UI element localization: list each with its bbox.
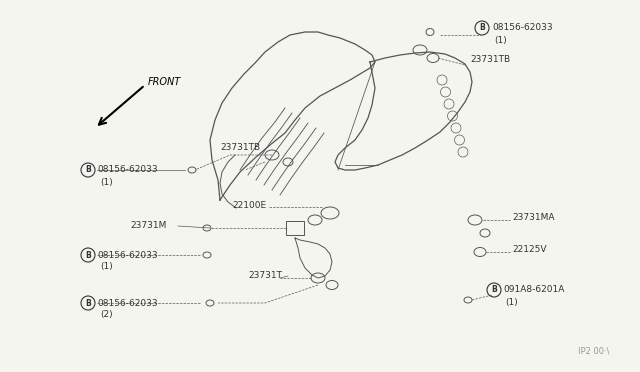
Text: 23731TB: 23731TB bbox=[220, 144, 260, 153]
Text: FRONT: FRONT bbox=[148, 77, 181, 87]
Text: B: B bbox=[85, 166, 91, 174]
Text: 23731MA: 23731MA bbox=[512, 214, 554, 222]
Text: 08156-62033: 08156-62033 bbox=[97, 298, 157, 308]
Text: (1): (1) bbox=[494, 35, 507, 45]
Text: 08156-62033: 08156-62033 bbox=[492, 23, 552, 32]
Text: IP2 00·\: IP2 00·\ bbox=[579, 346, 610, 355]
Text: (1): (1) bbox=[505, 298, 518, 307]
Text: 22125V: 22125V bbox=[512, 246, 547, 254]
Text: 091A8-6201A: 091A8-6201A bbox=[503, 285, 564, 295]
Text: B: B bbox=[85, 298, 91, 308]
Text: 23731TB: 23731TB bbox=[470, 55, 510, 64]
Text: (2): (2) bbox=[100, 311, 113, 320]
Text: 22100E: 22100E bbox=[232, 201, 266, 209]
Text: 08156-62033: 08156-62033 bbox=[97, 250, 157, 260]
Text: B: B bbox=[85, 250, 91, 260]
Text: (1): (1) bbox=[100, 263, 113, 272]
Text: (1): (1) bbox=[100, 177, 113, 186]
Text: B: B bbox=[479, 23, 485, 32]
Text: 08156-62033: 08156-62033 bbox=[97, 166, 157, 174]
Text: 23731M: 23731M bbox=[130, 221, 166, 231]
Text: B: B bbox=[491, 285, 497, 295]
Text: 23731T: 23731T bbox=[248, 272, 282, 280]
